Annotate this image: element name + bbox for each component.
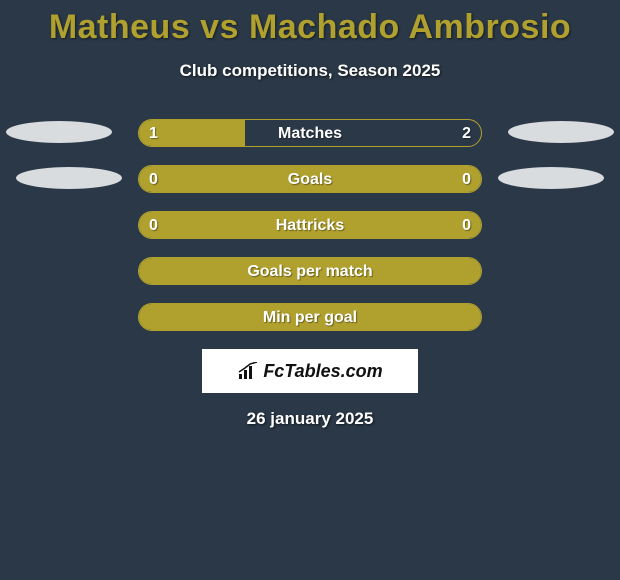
player-pill-right xyxy=(498,167,604,189)
logo: FcTables.com xyxy=(237,361,382,382)
stat-row-min-per-goal: Min per goal xyxy=(0,303,620,331)
logo-text: FcTables.com xyxy=(263,361,382,382)
stat-value-left: 0 xyxy=(149,166,158,193)
bar-track: Goals per match xyxy=(138,257,482,285)
stat-value-right: 0 xyxy=(462,166,471,193)
stat-row-matches: 1 2 Matches xyxy=(0,119,620,147)
bar-track: 0 0 Hattricks xyxy=(138,211,482,239)
player-pill-left xyxy=(6,121,112,143)
bar-fill xyxy=(139,166,481,192)
bar-fill xyxy=(139,258,481,284)
bar-fill xyxy=(139,212,481,238)
bar-fill xyxy=(139,304,481,330)
stat-value-left: 0 xyxy=(149,212,158,239)
stat-value-right: 0 xyxy=(462,212,471,239)
bar-track: 1 2 Matches xyxy=(138,119,482,147)
stat-row-goals-per-match: Goals per match xyxy=(0,257,620,285)
subtitle: Club competitions, Season 2025 xyxy=(0,61,620,81)
bar-track: 0 0 Goals xyxy=(138,165,482,193)
date-label: 26 january 2025 xyxy=(0,409,620,429)
player-pill-left xyxy=(16,167,122,189)
player-pill-right xyxy=(508,121,614,143)
stat-row-hattricks: 0 0 Hattricks xyxy=(0,211,620,239)
stat-value-right: 2 xyxy=(462,120,471,147)
bar-track: Min per goal xyxy=(138,303,482,331)
logo-box: FcTables.com xyxy=(202,349,418,393)
stats-container: 1 2 Matches 0 0 Goals 0 0 Hattricks Goal… xyxy=(0,119,620,331)
stat-value-left: 1 xyxy=(149,120,158,147)
chart-icon xyxy=(237,362,259,380)
stat-row-goals: 0 0 Goals xyxy=(0,165,620,193)
page-title: Matheus vs Machado Ambrosio xyxy=(0,0,620,47)
